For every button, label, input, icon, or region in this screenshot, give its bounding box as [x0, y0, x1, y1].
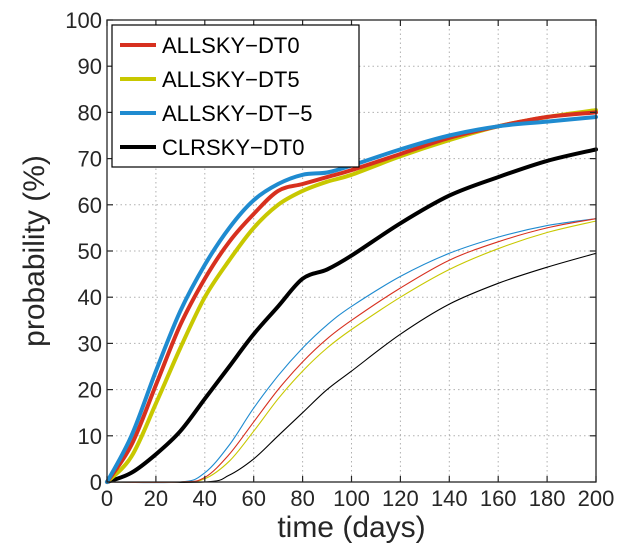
y-axis-label: probability (%)	[18, 155, 51, 347]
legend-label: CLRSKY−DT0	[162, 135, 304, 160]
y-tick-label: 50	[78, 239, 102, 264]
legend-label: ALLSKY−DT5	[162, 67, 300, 92]
axis-ticks: 0 20 40 60 80 100 120 140 160 180 200 0 10 20 30 40 50 60…	[65, 8, 614, 511]
series-line-6	[106, 218, 597, 484]
legend: ALLSKY−DT0 ALLSKY−DT5 ALLSKY−DT−5 CLRSKY−DT…	[111, 24, 360, 168]
y-tick-label: 40	[78, 285, 102, 310]
y-tick-label: 80	[78, 100, 102, 125]
x-tick-label: 80	[290, 486, 314, 511]
x-tick-label: 60	[241, 486, 265, 511]
y-tick-label: 30	[78, 331, 102, 356]
x-tick-label: 0	[101, 486, 113, 511]
y-tick-label: 10	[78, 424, 102, 449]
x-tick-label: 200	[578, 486, 615, 511]
x-tick-label: 160	[480, 486, 517, 511]
x-tick-label: 20	[144, 486, 168, 511]
y-tick-label: 0	[90, 470, 102, 495]
x-tick-label: 120	[382, 486, 419, 511]
y-tick-label: 90	[78, 54, 102, 79]
x-axis-label: time (days)	[277, 511, 425, 544]
series-line-2	[105, 115, 598, 484]
legend-label: ALLSKY−DT−5	[162, 101, 312, 126]
x-tick-label: 140	[431, 486, 468, 511]
x-tick-label: 180	[529, 486, 566, 511]
y-tick-label: 70	[78, 147, 102, 172]
legend-entries: ALLSKY−DT0 ALLSKY−DT5 ALLSKY−DT−5 CLRSKY−DT…	[120, 33, 312, 160]
y-tick-label: 60	[78, 193, 102, 218]
y-tick-label: 20	[78, 378, 102, 403]
series-line-3	[105, 147, 598, 484]
series-line-7	[106, 252, 597, 484]
legend-box	[111, 24, 360, 168]
x-tick-label: 40	[193, 486, 217, 511]
legend-label: ALLSKY−DT0	[162, 33, 300, 58]
x-tick-label: 100	[333, 486, 370, 511]
y-tick-label: 100	[65, 8, 102, 33]
